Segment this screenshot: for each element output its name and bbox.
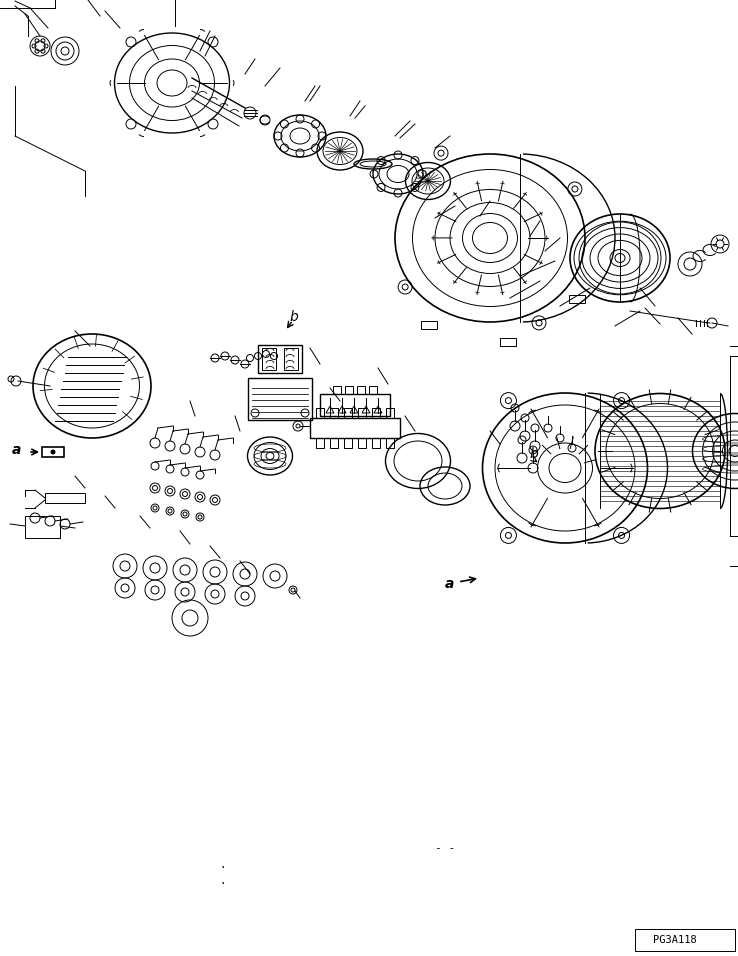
Text: .: . (220, 873, 224, 887)
Bar (386, 408, 394, 418)
Bar (372, 408, 380, 418)
Bar (345, 386, 353, 394)
Text: a: a (12, 443, 21, 457)
Bar (262, 348, 276, 370)
Bar (316, 408, 324, 418)
Bar (635, 929, 735, 951)
Text: a: a (445, 577, 455, 591)
Bar (258, 345, 302, 373)
Bar (316, 438, 324, 448)
Bar (369, 386, 377, 394)
Circle shape (51, 450, 55, 454)
Text: .: . (220, 857, 224, 871)
Bar (42, 447, 64, 457)
Bar (320, 394, 390, 416)
Bar (330, 408, 338, 418)
Bar (310, 418, 400, 438)
Text: b: b (530, 447, 539, 461)
Text: PG3A118: PG3A118 (653, 935, 697, 945)
Bar (372, 438, 380, 448)
Bar (25, 516, 60, 538)
Bar (344, 408, 352, 418)
Bar (357, 386, 365, 394)
Bar (344, 438, 352, 448)
Bar (358, 408, 366, 418)
Text: - -: - - (435, 843, 455, 853)
Bar (358, 438, 366, 448)
Bar (248, 378, 312, 420)
Bar (333, 386, 341, 394)
Text: b: b (290, 310, 299, 324)
Bar (284, 348, 298, 370)
Bar (386, 438, 394, 448)
Bar (330, 438, 338, 448)
